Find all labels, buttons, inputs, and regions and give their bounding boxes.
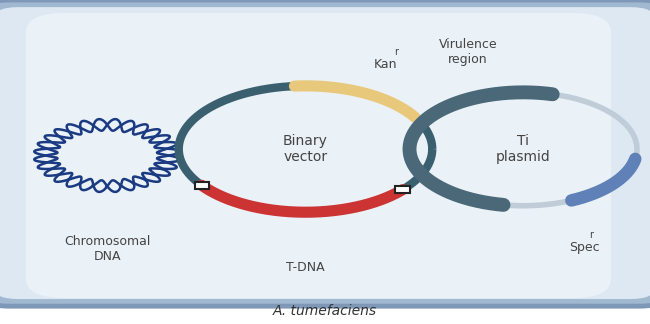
Text: r: r [395, 47, 398, 57]
Text: Virulence
region: Virulence region [439, 38, 497, 66]
Text: r: r [590, 230, 593, 240]
Text: Chromosomal
DNA: Chromosomal DNA [64, 236, 150, 263]
Bar [194, 182, 209, 189]
Text: A. tumefaciens: A. tumefaciens [273, 304, 377, 318]
FancyBboxPatch shape [0, 0, 650, 306]
FancyBboxPatch shape [26, 13, 611, 298]
Text: Spec: Spec [569, 241, 599, 254]
Text: Kan: Kan [374, 58, 397, 71]
Bar [395, 186, 410, 193]
Text: Binary
vector: Binary vector [283, 134, 328, 164]
Text: T-DNA: T-DNA [286, 261, 325, 274]
Text: Ti
plasmid: Ti plasmid [496, 134, 551, 164]
FancyBboxPatch shape [0, 7, 650, 299]
